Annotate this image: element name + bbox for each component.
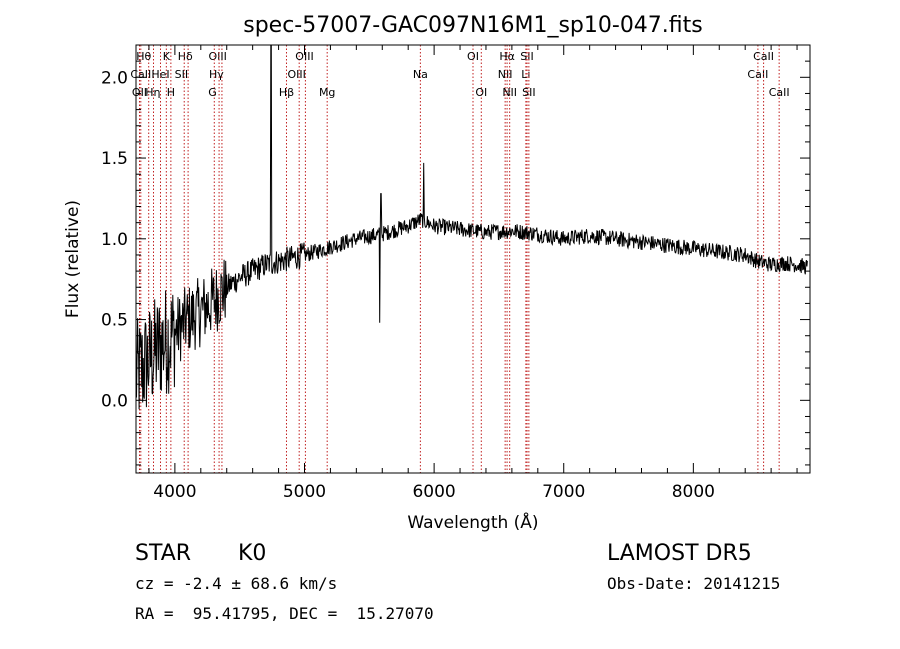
spectral-line-label: Hθ: [136, 50, 151, 63]
spectral-line-label: Hδ: [178, 50, 193, 63]
spectral-line-label: HeI: [151, 68, 169, 81]
spectral-line-label: SII: [175, 68, 188, 81]
spectral-line-label: CaII: [747, 68, 768, 81]
spectral-line-label: CaII: [130, 68, 151, 81]
y-tick-label: 1.5: [101, 149, 128, 169]
chart-title: spec-57007-GAC097N16M1_sp10-047.fits: [243, 13, 703, 38]
obs-date: Obs-Date: 20141215: [607, 574, 781, 593]
spectral-line-label: CaII: [769, 86, 790, 99]
spectral-line-label: Hβ: [279, 86, 294, 99]
y-tick-label: 1.0: [101, 230, 128, 250]
plot-frame: [135, 44, 811, 474]
spectral-line-label: OIII: [288, 68, 306, 81]
x-tick-label: 6000: [412, 482, 455, 502]
y-tick-label: 0.5: [101, 311, 128, 331]
spectral-line-label: Hα: [499, 50, 515, 63]
x-tick-label: 5000: [283, 482, 326, 502]
y-tick-label: 2.0: [101, 68, 128, 88]
spectrum-line: [135, 44, 808, 410]
spectral-line-label: OI: [475, 86, 487, 99]
redshift-cz: cz = -2.4 ± 68.6 km/s: [135, 574, 338, 593]
spectral-line-label: Mg: [319, 86, 335, 99]
x-tick-label: 8000: [672, 482, 715, 502]
spectral-line-label: NII: [498, 68, 513, 81]
y-tick-label: 0.0: [101, 391, 128, 411]
spectrum-series: [135, 44, 808, 410]
y-axis-label: Flux (relative): [63, 200, 83, 318]
x-tick-label: 7000: [542, 482, 585, 502]
spectral-line-label: Na: [413, 68, 428, 81]
spectral-line-label: OIII: [208, 50, 226, 63]
x-axis-ticks: 4000 5000 6000 7000 8000: [148, 45, 798, 502]
spectral-line-label: H: [167, 86, 175, 99]
spectral-line-label: Hγ: [209, 68, 224, 81]
spectral-line-label: G: [208, 86, 217, 99]
spectral-line-label: NII: [502, 86, 517, 99]
spectral-line-label: SII: [522, 86, 535, 99]
spectral-line-label: OI: [467, 50, 479, 63]
spectral-line-label: SII: [520, 50, 533, 63]
x-axis-label: Wavelength (Å): [407, 511, 538, 533]
spectral-line-label: Hη: [145, 86, 160, 99]
spectral-line-label: CaII: [753, 50, 774, 63]
spectral-line-label: OIII: [295, 50, 313, 63]
y-axis-ticks: 0.0 0.5 1.0 1.5 2.0: [101, 44, 810, 466]
object-subclass: K0: [238, 541, 267, 566]
survey-name: LAMOST DR5: [607, 541, 752, 566]
coordinates: RA = 95.41795, DEC = 15.27070: [135, 604, 434, 623]
x-tick-label: 4000: [153, 482, 196, 502]
spectral-line-label: K: [163, 50, 171, 63]
object-class: STAR: [135, 541, 192, 566]
spectral-line-label: Li: [521, 68, 530, 81]
